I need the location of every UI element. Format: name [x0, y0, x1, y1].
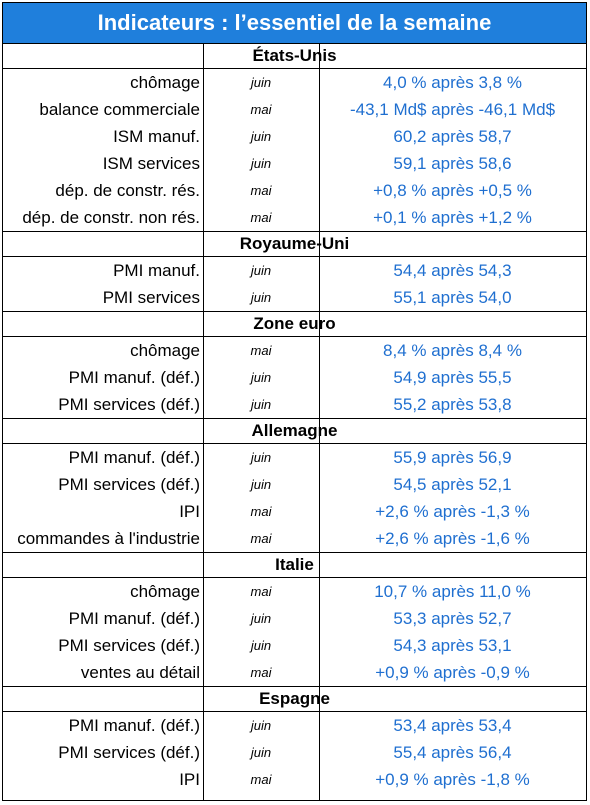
- period-label: mai: [250, 102, 272, 117]
- table-title: Indicateurs : l’essentiel de la semaine: [3, 3, 586, 44]
- table-row: PMI manuf. (déf.) juin 53,4 après 53,4: [3, 712, 586, 739]
- indicator-value: 8,4 % après 8,4 %: [383, 341, 522, 360]
- table-row: balance commerciale mai -43,1 Md$ après -4…: [3, 96, 586, 123]
- period-label: mai: [250, 343, 272, 358]
- indicator-label: PMI services (déf.): [58, 743, 200, 762]
- table-row: chômage mai 10,7 % après 11,0 %: [3, 578, 586, 605]
- period-label: juin: [250, 611, 272, 626]
- table-row: PMI services (déf.) juin 54,3 après 53,1: [3, 632, 586, 659]
- indicator-value: 54,9 après 55,5: [393, 368, 512, 387]
- period-label: mai: [250, 531, 272, 546]
- indicator-value: 55,1 après 54,0: [393, 288, 512, 307]
- table-row: PMI manuf. (déf.) juin 54,9 après 55,5: [3, 364, 586, 391]
- section-header: Allemagne: [3, 418, 586, 444]
- table-row: PMI services juin 55,1 après 54,0: [3, 284, 586, 311]
- period-label: juin: [250, 75, 272, 90]
- indicator-label: chômage: [130, 582, 200, 601]
- indicator-value: -43,1 Md$ après -46,1 Md$: [349, 100, 556, 119]
- indicator-label: PMI manuf. (déf.): [68, 716, 200, 735]
- indicator-value: 53,3 après 52,7: [393, 609, 512, 628]
- section-header: Espagne: [3, 686, 586, 712]
- indicator-label: commandes à l'industrie: [17, 529, 200, 548]
- indicator-label: ISM services: [102, 154, 200, 173]
- table-row: PMI services (déf.) juin 55,2 après 53,8: [3, 391, 586, 418]
- period-label: mai: [250, 183, 272, 198]
- table-row: PMI services (déf.) juin 55,4 après 56,4: [3, 739, 586, 766]
- period-label: juin: [250, 290, 272, 305]
- column-divider: [203, 43, 204, 801]
- table-row: chômage juin 4,0 % après 3,8 %: [3, 69, 586, 96]
- indicator-label: PMI services (déf.): [58, 475, 200, 494]
- indicator-label: IPI: [179, 770, 200, 789]
- indicator-value: 4,0 % après 3,8 %: [383, 73, 522, 92]
- indicator-value: +0,8 % après +0,5 %: [373, 181, 532, 200]
- period-label: juin: [250, 745, 272, 760]
- period-label: mai: [250, 772, 272, 787]
- indicator-value: 55,2 après 53,8: [393, 395, 512, 414]
- table-row: PMI manuf. (déf.) juin 53,3 après 52,7: [3, 605, 586, 632]
- indicator-value: 54,4 après 54,3: [393, 261, 512, 280]
- indicator-label: PMI manuf.: [113, 261, 200, 280]
- table-row: IPI mai +2,6 % après -1,3 %: [3, 498, 586, 525]
- indicator-label: PMI services: [102, 288, 200, 307]
- indicator-label: PMI services (déf.): [58, 395, 200, 414]
- period-label: mai: [250, 665, 272, 680]
- indicator-label: IPI: [179, 502, 200, 521]
- table-row: PMI services (déf.) juin 54,5 après 52,1: [3, 471, 586, 498]
- table-row: IPI mai +0,9 % après -1,8 %: [3, 766, 586, 793]
- indicator-value: 59,1 après 58,6: [393, 154, 512, 173]
- indicator-label: balance commerciale: [39, 100, 200, 119]
- period-label: juin: [250, 370, 272, 385]
- section-header: Italie: [3, 552, 586, 578]
- table-row: commandes à l'industrie mai +2,6 % après -…: [3, 525, 586, 552]
- table-row: ISM services juin 59,1 après 58,6: [3, 150, 586, 177]
- indicator-label: PMI manuf. (déf.): [68, 609, 200, 628]
- indicator-label: dép. de constr. non rés.: [22, 208, 200, 227]
- period-label: juin: [250, 477, 272, 492]
- period-label: juin: [250, 156, 272, 171]
- table-row: dép. de constr. non rés. mai +0,1 % après …: [3, 204, 586, 231]
- indicator-label: PMI manuf. (déf.): [68, 368, 200, 387]
- indicator-value: +2,6 % après -1,6 %: [375, 529, 530, 548]
- indicator-label: chômage: [130, 73, 200, 92]
- table-row: dép. de constr. rés. mai +0,8 % après +0,5…: [3, 177, 586, 204]
- indicator-value: +0,9 % après -0,9 %: [375, 663, 530, 682]
- section-header: Zone euro: [3, 311, 586, 337]
- section-header: Royaume-Uni: [3, 231, 586, 257]
- indicator-value: +0,9 % après -1,8 %: [375, 770, 530, 789]
- indicator-value: +0,1 % après +1,2 %: [373, 208, 532, 227]
- table-row: ventes au détail mai +0,9 % après -0,9 %: [3, 659, 586, 686]
- indicator-value: 53,4 après 53,4: [393, 716, 512, 735]
- period-label: juin: [250, 129, 272, 144]
- period-label: juin: [250, 397, 272, 412]
- table-row: PMI manuf. (déf.) juin 55,9 après 56,9: [3, 444, 586, 471]
- indicator-label: chômage: [130, 341, 200, 360]
- period-label: juin: [250, 450, 272, 465]
- indicator-value: 55,4 après 56,4: [393, 743, 512, 762]
- indicator-label: ISM manuf.: [113, 127, 200, 146]
- period-label: juin: [250, 263, 272, 278]
- table-row: PMI manuf. juin 54,4 après 54,3: [3, 257, 586, 284]
- indicator-value: 60,2 après 58,7: [393, 127, 512, 146]
- indicator-label: dép. de constr. rés.: [55, 181, 200, 200]
- column-divider: [319, 43, 320, 801]
- indicator-value: 55,9 après 56,9: [393, 448, 512, 467]
- table-row: chômage mai 8,4 % après 8,4 %: [3, 337, 586, 364]
- table-row: ISM manuf. juin 60,2 après 58,7: [3, 123, 586, 150]
- period-label: juin: [250, 718, 272, 733]
- period-label: mai: [250, 504, 272, 519]
- indicator-label: PMI services (déf.): [58, 636, 200, 655]
- indicator-value: +2,6 % après -1,3 %: [375, 502, 530, 521]
- indicator-value: 10,7 % après 11,0 %: [374, 582, 531, 601]
- period-label: juin: [250, 638, 272, 653]
- indicator-value: 54,3 après 53,1: [393, 636, 512, 655]
- section-header: États-Unis: [3, 43, 586, 69]
- indicator-label: PMI manuf. (déf.): [68, 448, 200, 467]
- indicator-value: 54,5 après 52,1: [393, 475, 512, 494]
- indicator-label: ventes au détail: [80, 663, 200, 682]
- period-label: mai: [250, 584, 272, 599]
- period-label: mai: [250, 210, 272, 225]
